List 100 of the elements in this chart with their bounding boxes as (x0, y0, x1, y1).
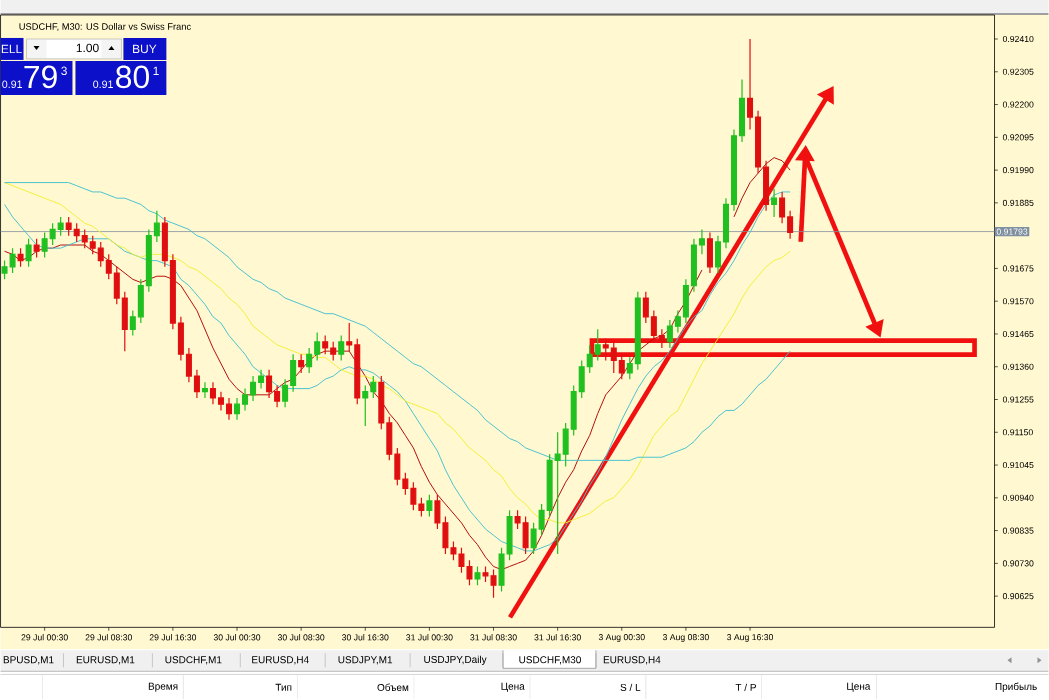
candlestick (690, 238, 697, 293)
candlestick (658, 328, 665, 349)
text: USDCHF, M30: US Dollar vs Swiss Franc (19, 23, 191, 32)
candlestick (739, 79, 746, 143)
candlestick (578, 360, 585, 399)
x-tick-label: 3 Aug 00:30 (598, 634, 645, 643)
candlestick (594, 328, 601, 362)
candlestick (771, 188, 778, 218)
candlestick (81, 229, 88, 249)
text: EURUSD,H4 (252, 656, 309, 665)
candlestick (682, 278, 689, 324)
candlestick (306, 347, 313, 374)
text: Цена (501, 683, 525, 692)
y-tick-label: 0.92095 (1002, 134, 1034, 141)
x-tick-label: 3 Aug 16:30 (727, 634, 774, 643)
y-tick-label: 0.91990 (1002, 167, 1034, 174)
candlestick (610, 341, 617, 374)
candlestick (290, 353, 297, 393)
text: EURUSD,M1 (76, 656, 135, 665)
candlestick (89, 235, 96, 256)
candlestick (234, 397, 241, 421)
candlestick (346, 322, 353, 352)
candlestick (755, 110, 762, 175)
candlestick (546, 453, 553, 518)
candlestick (394, 447, 401, 487)
candlestick (322, 335, 329, 356)
candlestick (169, 253, 176, 331)
candlestick (787, 210, 794, 240)
y-tick-label: 0.91675 (1002, 265, 1034, 272)
candlestick (57, 216, 64, 237)
candlestick (538, 503, 545, 537)
annotation: 3 (61, 66, 67, 76)
candlestick (225, 397, 232, 421)
ref-line-label: 0.91793 (996, 228, 1028, 235)
candlestick (570, 385, 577, 437)
x-tick-label: 3 Aug 08:30 (662, 634, 709, 643)
candlestick (209, 381, 216, 406)
candlestick (73, 222, 80, 243)
candlestick (274, 385, 281, 409)
candlestick (153, 210, 160, 243)
candlestick (145, 229, 152, 293)
text: EURUSD,H4 (603, 656, 661, 665)
candlestick (65, 216, 72, 237)
candlestick (258, 369, 265, 390)
annotation: ELL (1, 45, 22, 54)
candlestick (1, 260, 8, 281)
text: USDCHF,M1 (165, 656, 222, 665)
x-tick-label: 29 Jul 08:30 (85, 634, 132, 641)
candlestick (722, 197, 729, 249)
y-tick-label: 0.90940 (1002, 494, 1034, 502)
candlestick (642, 291, 649, 324)
candlestick (426, 494, 433, 518)
candlestick (698, 229, 705, 256)
candlestick (418, 497, 425, 518)
candlestick (25, 238, 32, 268)
candlestick (706, 232, 713, 274)
candlestick (201, 381, 208, 399)
x-tick-label: 31 Jul 08:30 (470, 634, 517, 641)
candlestick (97, 241, 104, 268)
candlestick (506, 509, 513, 562)
candlestick (9, 247, 16, 274)
candlestick (217, 391, 224, 412)
text: T / P (735, 683, 756, 692)
x-tick-label: 30 Jul 16:30 (342, 634, 389, 641)
candlestick (763, 160, 770, 212)
candlestick (650, 310, 657, 343)
annotation: 1.00 (76, 43, 99, 53)
candlestick (386, 416, 393, 462)
candlestick (121, 291, 128, 352)
candlestick (586, 344, 593, 374)
x-tick-label: 31 Jul 00:30 (406, 634, 453, 641)
candlestick (113, 266, 120, 306)
candlestick (298, 353, 305, 374)
candlestick (562, 422, 569, 468)
y-tick-label: 0.92200 (1002, 101, 1034, 108)
candlestick (402, 472, 409, 496)
candlestick (49, 222, 56, 246)
y-tick-label: 0.91885 (1002, 200, 1034, 207)
candlestick (674, 310, 681, 334)
candlestick (731, 129, 738, 212)
candlestick (193, 369, 200, 399)
candlestick (282, 378, 289, 409)
candlestick (370, 375, 377, 399)
text: USDJPY,M1 (338, 656, 393, 665)
text: USDCHF,M30 (519, 656, 581, 665)
y-tick-label: 0.90730 (1002, 560, 1034, 567)
text: USDJPY,Daily (424, 655, 487, 666)
text: Время (148, 683, 178, 692)
text: S / L (620, 683, 641, 692)
candlestick (105, 253, 112, 281)
candlestick (378, 375, 385, 430)
annotation: BUY (133, 44, 157, 54)
x-tick-label: 31 Jul 16:30 (534, 634, 581, 641)
x-tick-label: 29 Jul 16:30 (149, 634, 197, 641)
candlestick (185, 347, 192, 384)
candlestick (779, 191, 786, 224)
candlestick (354, 338, 361, 406)
candlestick (410, 481, 417, 512)
y-tick-label: 0.91465 (1002, 331, 1034, 338)
candlestick (137, 278, 144, 324)
